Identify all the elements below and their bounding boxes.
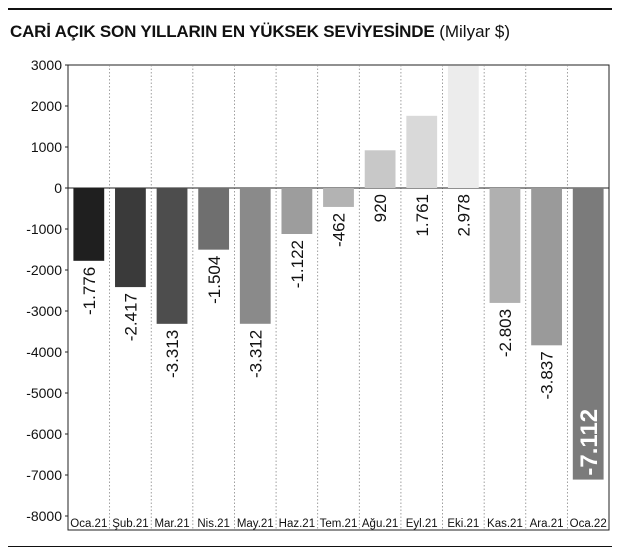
x-category-label: Oca.22 — [570, 518, 607, 530]
y-tick-label: -6000 — [26, 426, 62, 442]
y-tick-label: -4000 — [26, 344, 62, 360]
bar-value-label: -1.122 — [288, 240, 307, 288]
bar — [531, 188, 562, 346]
x-category-label: Tem.21 — [320, 518, 358, 530]
y-tick-label: -1000 — [26, 221, 62, 237]
bar-value-label: -3.312 — [246, 330, 265, 378]
x-category-label: Mar.21 — [154, 518, 189, 530]
plot-frame — [67, 64, 610, 531]
bottom-rule — [8, 546, 612, 547]
x-category-label: Eyl.21 — [406, 518, 438, 530]
bar-value-label: -3.837 — [538, 351, 557, 399]
x-category-label: May.21 — [237, 518, 274, 530]
bar-value-label: -3.313 — [163, 330, 182, 378]
x-category-label: Kas.21 — [487, 518, 523, 530]
y-tick-label: -3000 — [26, 303, 62, 319]
chart-unit-text: (Milyar $) — [439, 22, 511, 41]
top-rule — [8, 8, 612, 10]
y-tick-label: -7000 — [26, 467, 62, 483]
bar-value-label: -462 — [330, 213, 349, 247]
y-tick-label: -8000 — [26, 508, 62, 524]
bar — [323, 188, 354, 207]
bar — [447, 65, 479, 188]
x-category-label: Ara.21 — [530, 518, 564, 530]
bar-value-label: -1.504 — [205, 256, 224, 304]
bar-value-label: -2.803 — [496, 309, 515, 357]
y-tick-label: 0 — [54, 180, 62, 196]
chart-title-text: CARİ AÇIK SON YILLARIN EN YÜKSEK SEVİYES… — [10, 22, 435, 41]
bar — [156, 188, 188, 324]
bar — [115, 188, 146, 288]
x-category-label: Şub.21 — [112, 518, 148, 530]
y-tick-label: 3000 — [31, 57, 62, 73]
bar — [406, 115, 438, 188]
x-category-label: Eki.21 — [447, 518, 479, 530]
y-tick-label: -5000 — [26, 385, 62, 401]
x-category-label: Nis.21 — [197, 518, 230, 530]
bar-value-label: -1.776 — [80, 267, 99, 315]
bar — [73, 188, 105, 261]
bar — [198, 188, 230, 250]
bar — [572, 188, 604, 480]
y-tick-label: 2000 — [31, 98, 62, 114]
bar — [239, 188, 271, 324]
chart-title: CARİ AÇIK SON YILLARIN EN YÜKSEK SEVİYES… — [10, 22, 510, 42]
bar — [489, 188, 521, 303]
bar-value-label: -2.417 — [122, 293, 141, 341]
y-tick-label: -2000 — [26, 262, 62, 278]
y-tick-label: 1000 — [31, 139, 62, 155]
bar — [364, 150, 396, 188]
bar-value-label: -7.112 — [576, 409, 603, 476]
x-category-label: Oca.21 — [70, 518, 107, 530]
x-category-label: Haz.21 — [279, 518, 315, 530]
x-category-label: Ağu.21 — [362, 518, 398, 530]
bar-value-label: 920 — [371, 194, 390, 222]
bar-value-label: 1.761 — [413, 194, 432, 237]
bar-value-label: 2.978 — [454, 194, 473, 237]
bar — [281, 188, 313, 235]
